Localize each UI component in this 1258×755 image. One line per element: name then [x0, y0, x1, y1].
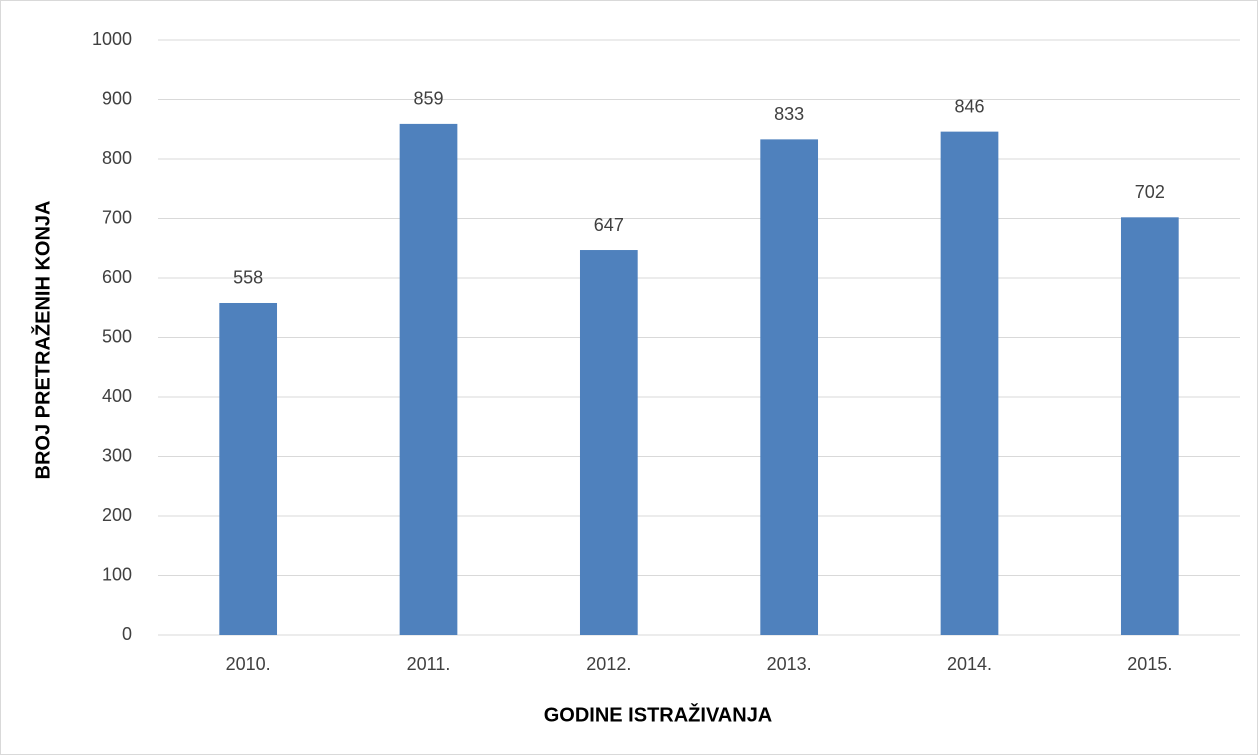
y-tick-label: 900: [102, 88, 132, 108]
bar: [399, 123, 458, 636]
x-tick-label: 2015.: [1127, 654, 1172, 674]
data-label: 647: [594, 215, 624, 235]
bar: [1120, 217, 1179, 635]
y-tick-label: 800: [102, 148, 132, 168]
x-tick-label: 2014.: [947, 654, 992, 674]
x-tick-label: 2011.: [407, 654, 451, 674]
x-tick-label: 2010.: [226, 654, 271, 674]
y-tick-label: 600: [102, 267, 132, 287]
data-label: 833: [774, 104, 804, 124]
data-label: 558: [233, 268, 263, 288]
bar: [760, 139, 819, 636]
y-tick-label: 700: [102, 207, 132, 227]
y-tick-label: 1000: [92, 29, 132, 49]
y-tick-label: 500: [102, 326, 132, 346]
y-tick-label: 100: [102, 564, 132, 584]
bar: [219, 302, 278, 635]
x-axis-title: GODINE ISTRAŽIVANJA: [544, 702, 773, 726]
y-axis-title: BROJ PRETRAŽENIH KONJA: [30, 201, 54, 480]
data-label: 846: [954, 96, 984, 116]
y-tick-label: 300: [102, 445, 132, 465]
y-tick-label: 0: [122, 624, 132, 644]
x-tick-label: 2013.: [767, 654, 812, 674]
y-tick-label: 200: [102, 505, 132, 525]
bar: [940, 131, 999, 635]
x-tick-label: 2012.: [586, 654, 631, 674]
data-label: 859: [413, 89, 443, 109]
y-tick-label: 400: [102, 386, 132, 406]
data-label: 702: [1135, 182, 1165, 202]
bar: [579, 250, 638, 635]
